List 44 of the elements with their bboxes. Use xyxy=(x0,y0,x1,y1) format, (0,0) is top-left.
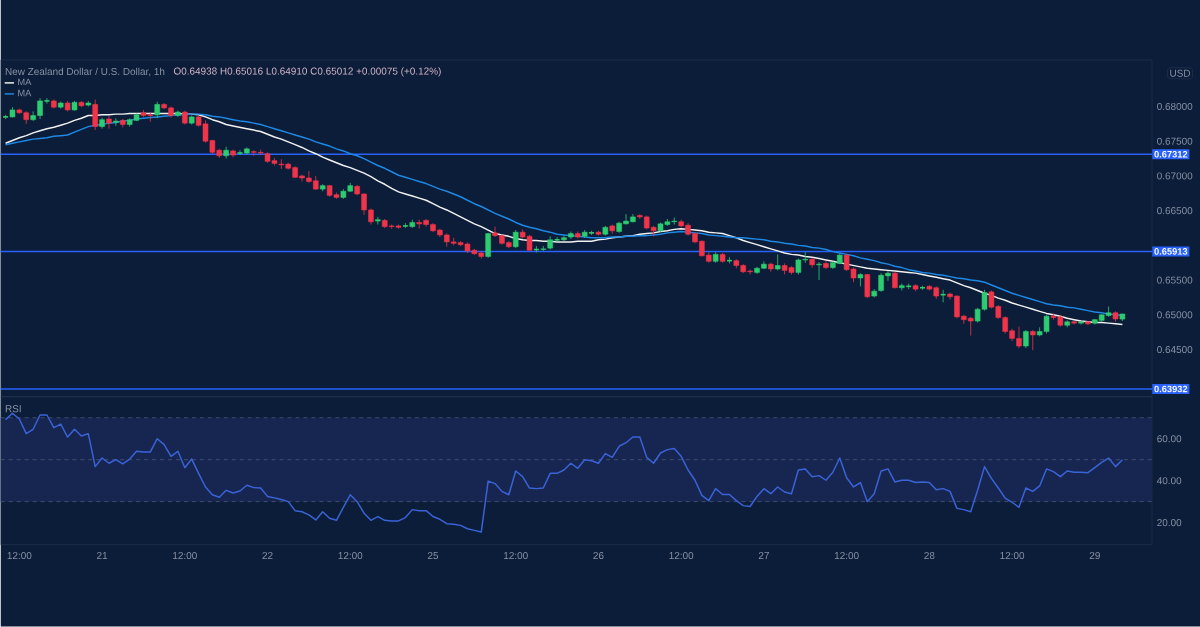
ref-line-label: 0.65913 xyxy=(1154,248,1188,255)
x-tick-label: 21 xyxy=(97,552,108,560)
candlestick xyxy=(512,229,519,249)
candlestick xyxy=(92,99,98,131)
y-tick-label: 0.65000 xyxy=(1157,311,1193,319)
y-tick-label: 0.68000 xyxy=(1157,103,1193,111)
x-tick-label: 12:00 xyxy=(1000,552,1025,560)
x-tick-label: 12:00 xyxy=(338,552,363,560)
candlestick xyxy=(485,232,491,259)
legend-label: MA xyxy=(18,89,32,97)
y-tick-label: 20.00 xyxy=(1157,519,1182,527)
x-tick-label: 28 xyxy=(924,552,935,560)
y-tick-label: 0.66500 xyxy=(1157,207,1193,215)
x-tick-label: 22 xyxy=(262,552,273,560)
ref-line-label: 0.63932 xyxy=(1154,385,1188,393)
text: RSI xyxy=(5,405,21,413)
x-tick-label: 25 xyxy=(427,552,439,560)
y-tick-label: 0.67500 xyxy=(1157,137,1193,145)
y-tick-label: 0.67000 xyxy=(1157,172,1193,180)
x-tick-label: 12:00 xyxy=(173,552,197,560)
candlestick xyxy=(106,115,112,130)
candlestick xyxy=(1030,329,1036,351)
text: New Zealand Dollar / U.S. Dollar, 1h xyxy=(5,67,165,77)
legend-label: MA xyxy=(18,78,32,86)
y-tick-label: 0.64500 xyxy=(1157,346,1193,354)
x-tick-label: 12:00 xyxy=(7,552,32,560)
y-tick-label: 40.00 xyxy=(1156,477,1182,485)
x-tick-label: 29 xyxy=(1089,552,1100,560)
x-tick-label: 26 xyxy=(593,552,604,560)
x-tick-label: 12:00 xyxy=(504,552,528,560)
text: O0.64938 H0.65016 L0.64910 C0.65012 +0.00075 (+0.12%) xyxy=(173,67,441,77)
candlestick xyxy=(816,261,822,281)
line-series xyxy=(4,412,1124,533)
y-tick-label: 0.65500 xyxy=(1157,276,1193,284)
y-tick-label: 60.00 xyxy=(1157,435,1182,443)
candlestick xyxy=(237,150,243,156)
text: USD xyxy=(1170,69,1191,77)
ref-line-label: 0.67312 xyxy=(1154,151,1188,158)
candlestick xyxy=(113,118,119,127)
x-tick-label: 12:00 xyxy=(669,552,694,560)
candlestick xyxy=(864,273,871,299)
x-tick-label: 27 xyxy=(758,552,769,560)
x-tick-label: 12:00 xyxy=(834,552,859,560)
candlestick xyxy=(1023,329,1029,349)
